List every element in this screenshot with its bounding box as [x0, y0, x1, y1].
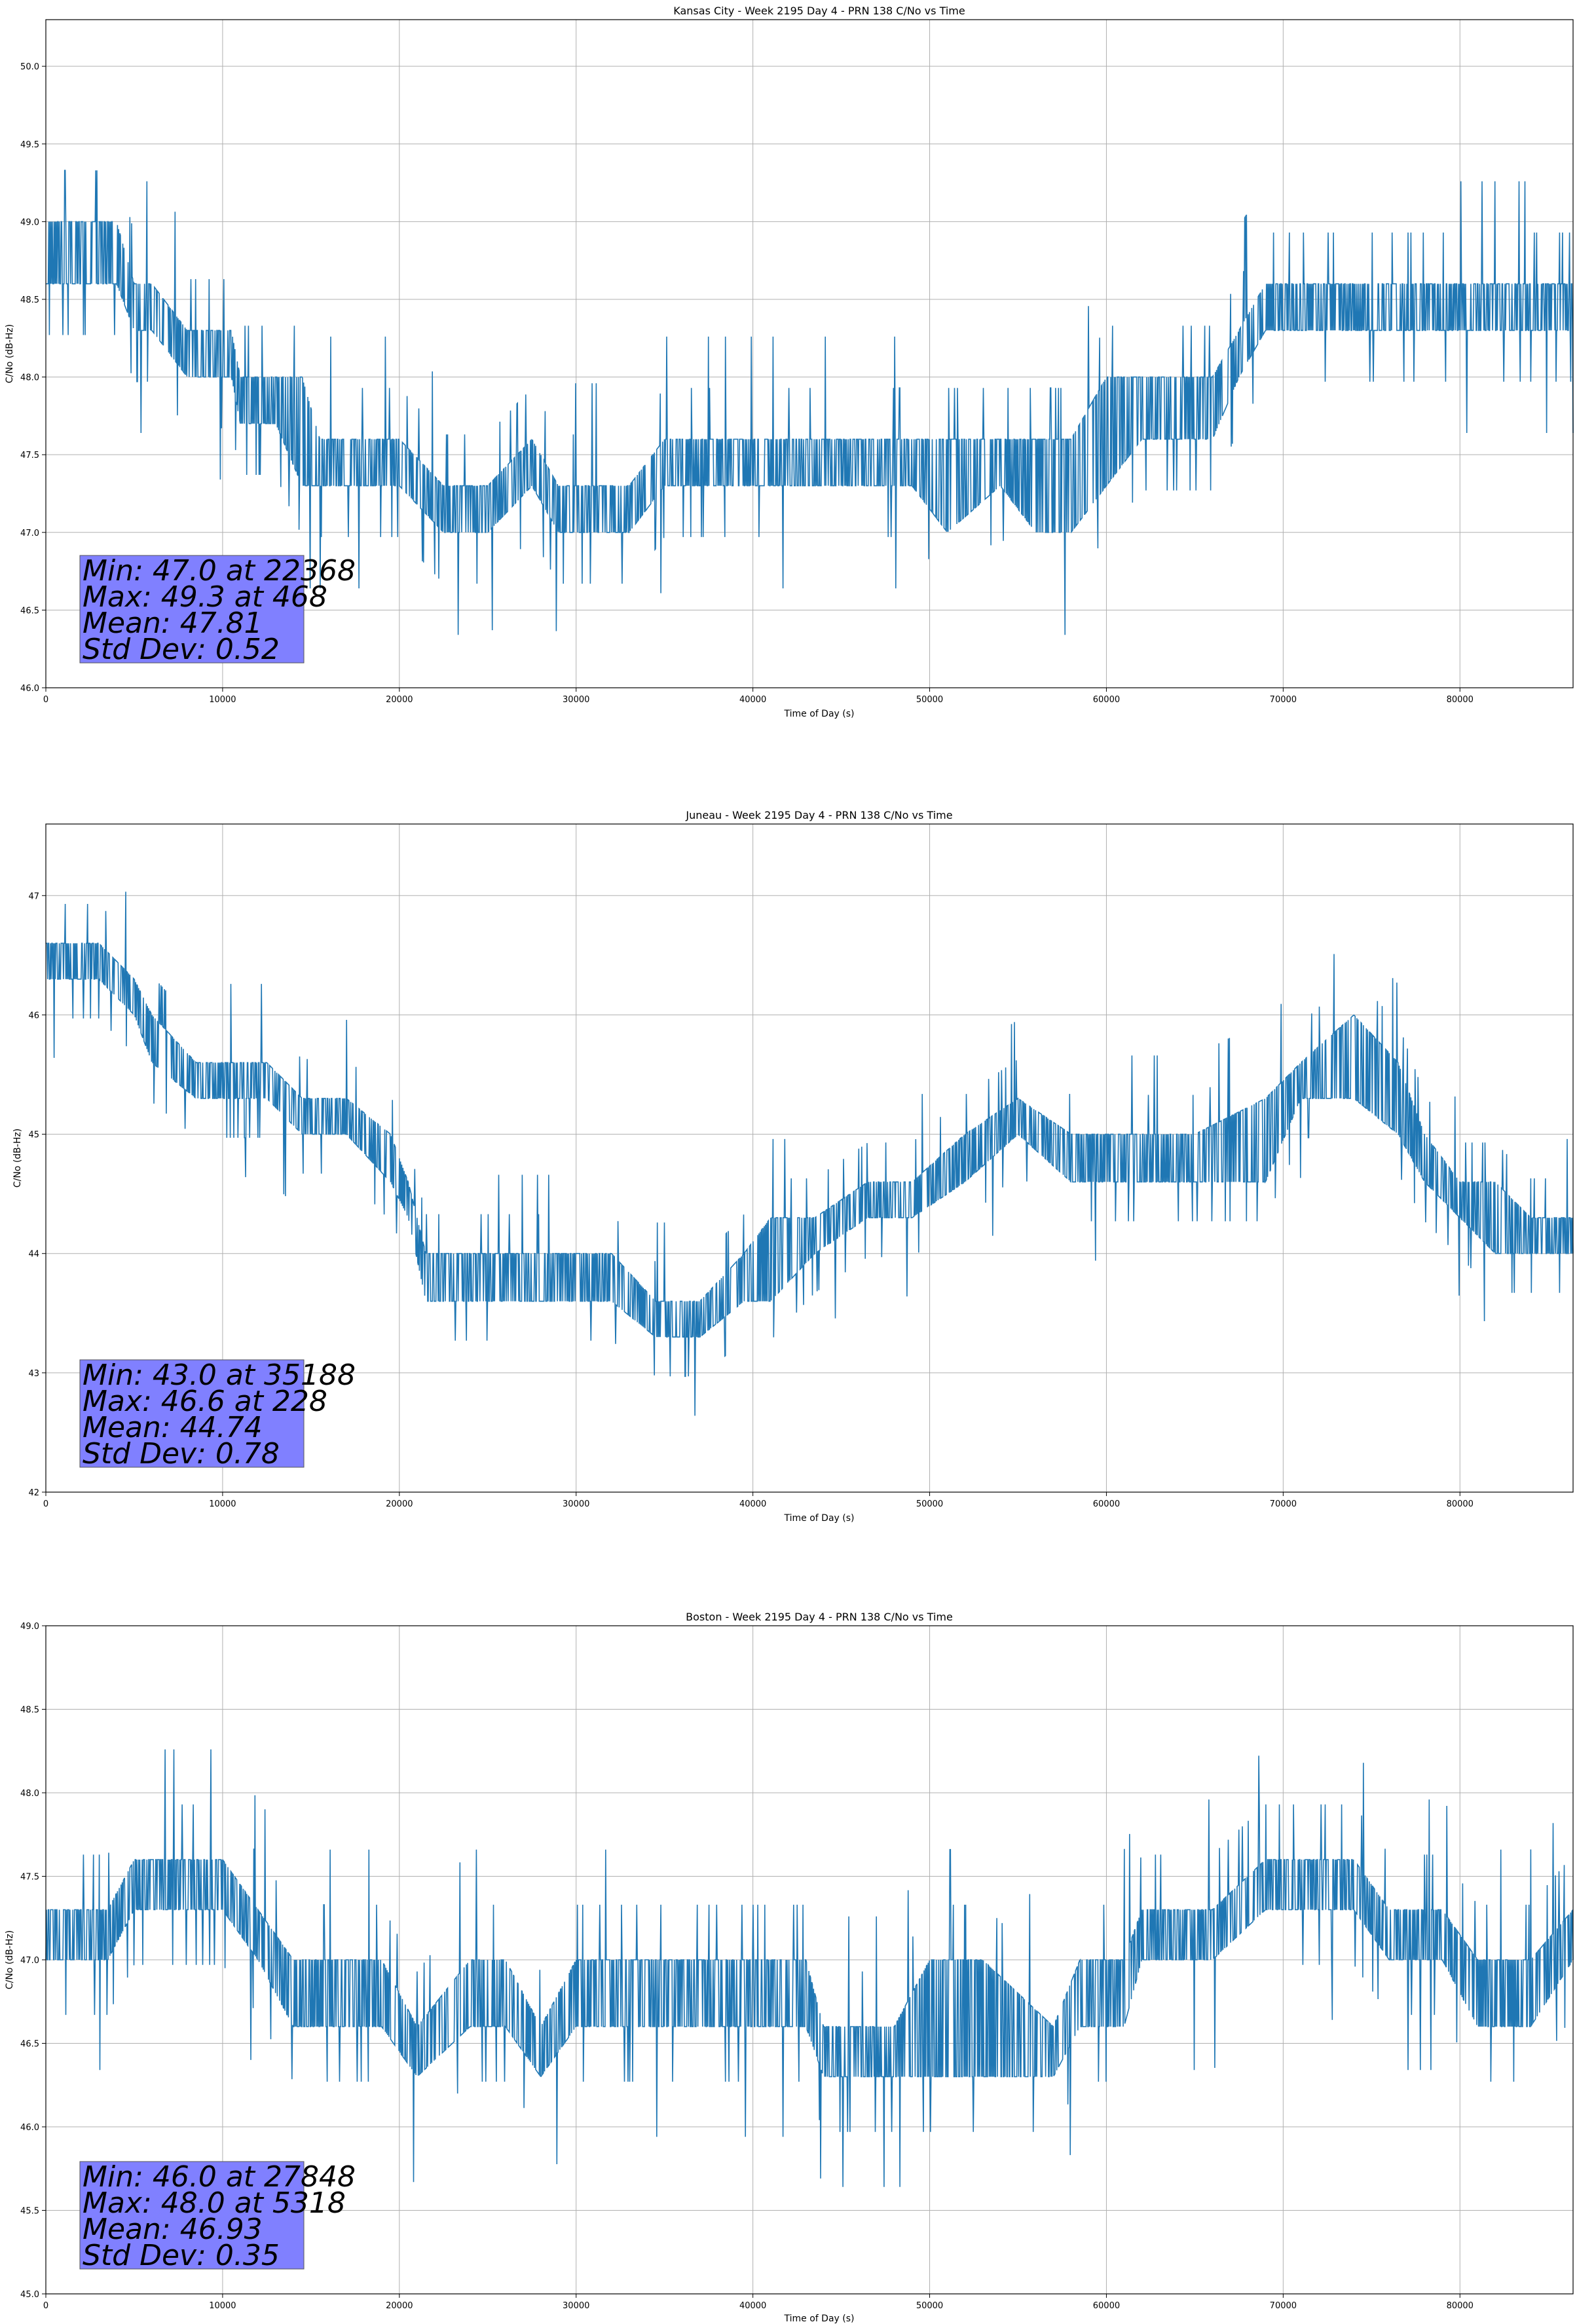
- stats-mean: Mean: 44.74: [83, 1411, 263, 1444]
- y-tick-label: 48.5: [20, 295, 39, 305]
- stats-min: Min: 47.0 at 22368: [83, 554, 356, 588]
- x-tick-label: 30000: [563, 2301, 589, 2311]
- x-tick-label: 80000: [1447, 695, 1474, 705]
- y-tick-label: 49.0: [20, 1622, 39, 1632]
- stats-box: Min: 47.0 at 22368 Max: 49.3 at 468 Mean…: [79, 554, 356, 666]
- x-tick-label: 20000: [386, 695, 413, 705]
- x-tick-label: 30000: [563, 695, 589, 705]
- y-axis-label: C/No (dB-Hz): [5, 1930, 15, 1989]
- y-tick-label: 44: [28, 1250, 39, 1260]
- cno-series-line: [46, 891, 1574, 1416]
- x-tick-label: 50000: [916, 2301, 943, 2311]
- x-tick-label: 40000: [739, 1499, 766, 1509]
- stats-max: Max: 49.3 at 468: [83, 580, 327, 614]
- x-axis-label: Time of Day (s): [784, 709, 855, 719]
- x-tick-label: 40000: [739, 695, 766, 705]
- y-tick-label: 47.0: [20, 1956, 39, 1966]
- chart-juneau: Juneau - Week 2195 Day 4 - PRN 138 C/No …: [12, 809, 1574, 1524]
- chart-boston: Boston - Week 2195 Day 4 - PRN 138 C/No …: [5, 1611, 1574, 2324]
- stats-box-background: [79, 555, 305, 664]
- x-tick-label: 50000: [916, 695, 943, 705]
- x-tick-label: 60000: [1093, 2301, 1120, 2311]
- x-axis-label: Time of Day (s): [784, 2314, 855, 2324]
- stats-box: Min: 43.0 at 35188 Max: 46.6 at 228 Mean…: [79, 1359, 356, 1471]
- cno-series-line: [45, 1749, 1574, 2187]
- x-tick-label: 40000: [739, 2301, 766, 2311]
- y-tick-label: 49.5: [20, 140, 39, 150]
- stats-std-dev: Std Dev: 0.52: [83, 633, 280, 666]
- y-axis-label: C/No (dB-Hz): [5, 324, 15, 383]
- y-tick-label: 50.0: [20, 62, 39, 72]
- stats-box-background: [79, 2161, 305, 2270]
- y-tick-label: 43: [28, 1369, 39, 1379]
- y-tick-label: 48.0: [20, 1789, 39, 1799]
- chart-kansas-city: Kansas City - Week 2195 Day 4 - PRN 138 …: [5, 5, 1574, 719]
- chart-title: Kansas City - Week 2195 Day 4 - PRN 138 …: [673, 5, 965, 17]
- y-tick-label: 46.5: [20, 2040, 39, 2050]
- y-tick-label: 45.0: [20, 2290, 39, 2300]
- x-tick-label: 20000: [386, 2301, 413, 2311]
- x-tick-label: 0: [43, 2301, 48, 2311]
- stats-mean: Mean: 47.81: [83, 607, 263, 640]
- x-tick-label: 10000: [209, 695, 236, 705]
- x-tick-label: 10000: [209, 1499, 236, 1509]
- plot-frame: [45, 19, 1574, 688]
- y-tick-label: 48.5: [20, 1706, 39, 1715]
- x-tick-label: 30000: [563, 1499, 589, 1509]
- x-tick-label: 60000: [1093, 695, 1120, 705]
- y-axis-label: C/No (dB-Hz): [12, 1129, 23, 1188]
- cno-series-line: [46, 170, 1574, 635]
- plot-frame: [45, 823, 1574, 1493]
- y-tick-label: 47.0: [20, 529, 39, 538]
- chart-title: Juneau - Week 2195 Day 4 - PRN 138 C/No …: [685, 809, 952, 821]
- stats-max: Max: 48.0 at 5318: [83, 2186, 346, 2220]
- x-tick-label: 0: [43, 695, 48, 705]
- y-tick-label: 49.0: [20, 217, 39, 227]
- stats-max: Max: 46.6 at 228: [83, 1385, 327, 1418]
- stats-box-background: [79, 1359, 305, 1468]
- x-tick-label: 0: [43, 1499, 48, 1509]
- y-tick-label: 45.5: [20, 2207, 39, 2217]
- y-tick-label: 46.5: [20, 606, 39, 616]
- y-tick-label: 45: [28, 1131, 39, 1140]
- chart-title: Boston - Week 2195 Day 4 - PRN 138 C/No …: [686, 1611, 953, 1623]
- x-tick-label: 20000: [386, 1499, 413, 1509]
- x-tick-label: 80000: [1447, 1499, 1474, 1509]
- y-tick-label: 46: [28, 1011, 39, 1021]
- x-tick-label: 60000: [1093, 1499, 1120, 1509]
- y-tick-label: 46.0: [20, 2123, 39, 2133]
- y-tick-label: 48.0: [20, 373, 39, 383]
- x-tick-label: 70000: [1270, 2301, 1297, 2311]
- x-tick-label: 80000: [1447, 2301, 1474, 2311]
- stats-std-dev: Std Dev: 0.35: [83, 2239, 280, 2272]
- x-tick-label: 70000: [1270, 695, 1297, 705]
- stats-mean: Mean: 46.93: [83, 2213, 263, 2246]
- y-tick-label: 47.5: [20, 451, 39, 460]
- y-tick-label: 46.0: [20, 684, 39, 694]
- x-axis-label: Time of Day (s): [784, 1513, 855, 1524]
- x-tick-label: 70000: [1270, 1499, 1297, 1509]
- x-tick-label: 50000: [916, 1499, 943, 1509]
- stats-min: Min: 46.0 at 27848: [83, 2160, 356, 2194]
- y-tick-label: 42: [28, 1488, 39, 1498]
- stats-box: Min: 46.0 at 27848 Max: 48.0 at 5318 Mea…: [79, 2160, 356, 2272]
- y-tick-label: 47: [28, 891, 39, 901]
- y-tick-label: 47.5: [20, 1873, 39, 1883]
- stats-min: Min: 43.0 at 35188: [83, 1359, 356, 1392]
- x-tick-label: 10000: [209, 2301, 236, 2311]
- stats-std-dev: Std Dev: 0.78: [83, 1437, 280, 1471]
